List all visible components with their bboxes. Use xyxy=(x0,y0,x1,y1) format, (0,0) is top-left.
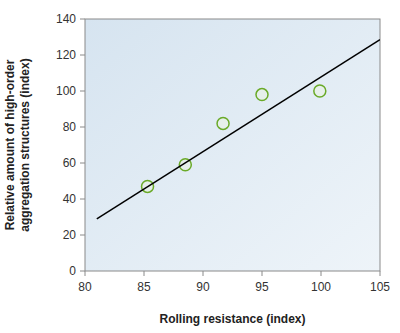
y-tick-label: 40 xyxy=(63,192,77,206)
x-tick-label: 100 xyxy=(311,280,331,294)
x-tick-label: 90 xyxy=(196,280,210,294)
x-axis-title: Rolling resistance (index) xyxy=(159,312,305,326)
x-tick xyxy=(85,271,86,276)
x-tick-label: 85 xyxy=(137,280,151,294)
x-tick xyxy=(262,271,263,276)
trend-line xyxy=(97,40,380,219)
y-tick-label: 80 xyxy=(63,120,77,134)
x-tick-label: 105 xyxy=(370,280,390,294)
y-tick-label: 60 xyxy=(63,156,77,170)
x-tick-label: 80 xyxy=(78,280,92,294)
y-axis-title: Relative amount of high-order xyxy=(3,59,17,230)
y-tick xyxy=(80,19,85,20)
y-tick-label: 0 xyxy=(69,264,76,278)
x-tick-label: 95 xyxy=(255,280,269,294)
x-tick xyxy=(380,271,381,276)
y-tick-label: 120 xyxy=(56,48,76,62)
y-tick xyxy=(80,91,85,92)
chart-container: 80 85 90 95 100 105 0 20 40 60 80 100 120 140 Rolling … xyxy=(0,0,400,333)
scatter-point xyxy=(217,117,229,129)
plot-frame xyxy=(85,19,380,271)
y-tick-label: 100 xyxy=(56,84,76,98)
scatter-point xyxy=(314,85,326,97)
y-tick xyxy=(80,199,85,200)
y-tick-label: 140 xyxy=(56,12,76,26)
y-axis-title: aggregation structures (index) xyxy=(18,58,32,231)
scatter-point xyxy=(256,89,268,101)
x-tick xyxy=(144,271,145,276)
plot-data xyxy=(97,40,380,219)
y-tick xyxy=(80,271,85,272)
y-tick xyxy=(80,127,85,128)
chart-svg: 80 85 90 95 100 105 0 20 40 60 80 100 120 140 Rolling … xyxy=(0,0,400,333)
x-tick xyxy=(203,271,204,276)
x-tick xyxy=(321,271,322,276)
y-tick xyxy=(80,235,85,236)
y-tick-label: 20 xyxy=(63,228,77,242)
y-tick xyxy=(80,163,85,164)
y-tick xyxy=(80,55,85,56)
plot-background xyxy=(85,19,380,271)
